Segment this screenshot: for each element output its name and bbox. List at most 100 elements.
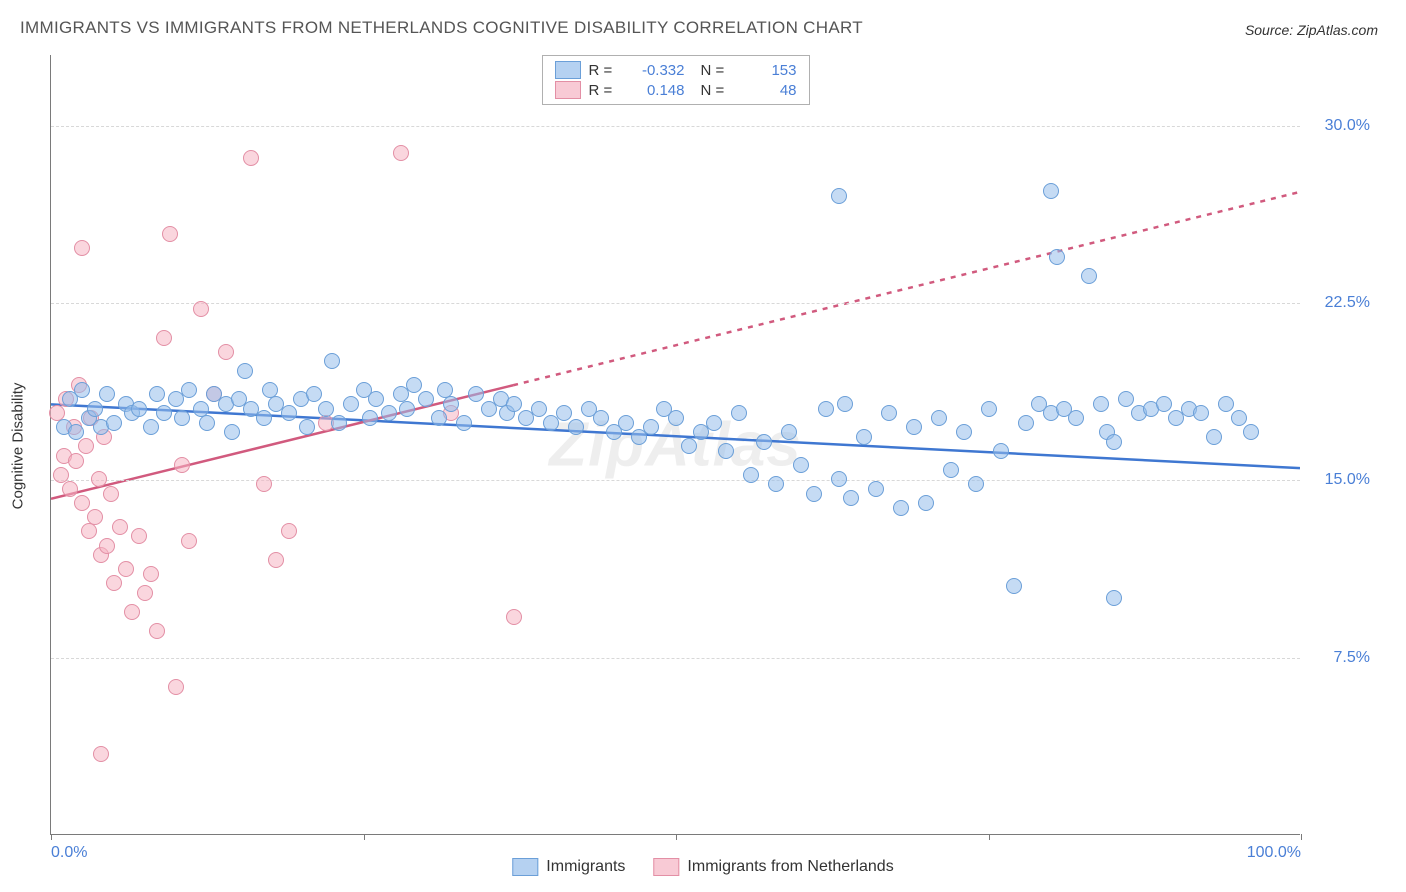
data-point <box>324 353 340 369</box>
data-point <box>1006 578 1022 594</box>
data-point <box>1218 396 1234 412</box>
data-point <box>124 604 140 620</box>
data-point <box>831 188 847 204</box>
series-legend-label: Immigrants from Netherlands <box>687 858 893 876</box>
data-point <box>399 401 415 417</box>
data-point <box>431 410 447 426</box>
data-point <box>968 476 984 492</box>
data-point <box>781 424 797 440</box>
x-tick <box>676 834 677 840</box>
data-point <box>381 405 397 421</box>
data-point <box>368 391 384 407</box>
y-tick-label: 15.0% <box>1308 471 1370 489</box>
data-point <box>406 377 422 393</box>
data-point <box>256 476 272 492</box>
data-point <box>137 585 153 601</box>
data-point <box>756 434 772 450</box>
data-point <box>318 401 334 417</box>
gridline-h <box>51 126 1300 127</box>
data-point <box>443 396 459 412</box>
x-tick <box>51 834 52 840</box>
data-point <box>237 363 253 379</box>
data-point <box>1193 405 1209 421</box>
n-value: 48 <box>739 82 797 99</box>
data-point <box>1043 183 1059 199</box>
data-point <box>224 424 240 440</box>
data-point <box>418 391 434 407</box>
data-point <box>106 415 122 431</box>
data-point <box>91 471 107 487</box>
data-point <box>393 145 409 161</box>
source-attribution: Source: ZipAtlas.com <box>1245 22 1378 38</box>
plot-area: ZipAtlas R =-0.332N =153R =0.148N =48 7.… <box>50 55 1300 835</box>
data-point <box>268 552 284 568</box>
data-point <box>362 410 378 426</box>
data-point <box>74 240 90 256</box>
data-point <box>731 405 747 421</box>
data-point <box>956 424 972 440</box>
data-point <box>131 401 147 417</box>
data-point <box>618 415 634 431</box>
data-point <box>831 471 847 487</box>
data-point <box>149 386 165 402</box>
data-point <box>593 410 609 426</box>
data-point <box>506 396 522 412</box>
data-point <box>306 386 322 402</box>
data-point <box>706 415 722 431</box>
data-point <box>281 405 297 421</box>
n-value: 153 <box>739 62 797 79</box>
y-tick-label: 30.0% <box>1308 117 1370 135</box>
data-point <box>99 538 115 554</box>
data-point <box>568 419 584 435</box>
data-point <box>768 476 784 492</box>
legend-swatch <box>653 858 679 876</box>
data-point <box>143 566 159 582</box>
data-point <box>893 500 909 516</box>
y-tick-label: 7.5% <box>1308 649 1370 667</box>
data-point <box>218 344 234 360</box>
data-point <box>199 415 215 431</box>
data-point <box>87 509 103 525</box>
data-point <box>281 523 297 539</box>
data-point <box>506 609 522 625</box>
data-point <box>1118 391 1134 407</box>
correlation-legend-row: R =0.148N =48 <box>555 80 797 100</box>
data-point <box>1243 424 1259 440</box>
data-point <box>856 429 872 445</box>
r-value: -0.332 <box>627 62 685 79</box>
x-tick <box>1301 834 1302 840</box>
data-point <box>1049 249 1065 265</box>
correlation-legend: R =-0.332N =153R =0.148N =48 <box>542 55 810 105</box>
data-point <box>87 401 103 417</box>
legend-swatch <box>555 81 581 99</box>
data-point <box>68 453 84 469</box>
data-point <box>343 396 359 412</box>
data-point <box>162 226 178 242</box>
gridline-h <box>51 658 1300 659</box>
x-tick <box>989 834 990 840</box>
data-point <box>156 330 172 346</box>
data-point <box>243 150 259 166</box>
gridline-h <box>51 303 1300 304</box>
data-point <box>1106 590 1122 606</box>
x-tick <box>364 834 365 840</box>
data-point <box>743 467 759 483</box>
data-point <box>531 401 547 417</box>
data-point <box>99 386 115 402</box>
data-point <box>174 410 190 426</box>
data-point <box>681 438 697 454</box>
n-label: N = <box>701 62 731 79</box>
chart-title: IMMIGRANTS VS IMMIGRANTS FROM NETHERLAND… <box>20 18 863 38</box>
data-point <box>1093 396 1109 412</box>
data-point <box>806 486 822 502</box>
source-name: ZipAtlas.com <box>1297 22 1378 38</box>
data-point <box>81 523 97 539</box>
series-legend-item: Immigrants from Netherlands <box>653 858 893 876</box>
data-point <box>1018 415 1034 431</box>
data-point <box>668 410 684 426</box>
correlation-legend-row: R =-0.332N =153 <box>555 60 797 80</box>
data-point <box>1156 396 1172 412</box>
y-tick-label: 22.5% <box>1308 294 1370 312</box>
data-point <box>181 533 197 549</box>
data-point <box>918 495 934 511</box>
